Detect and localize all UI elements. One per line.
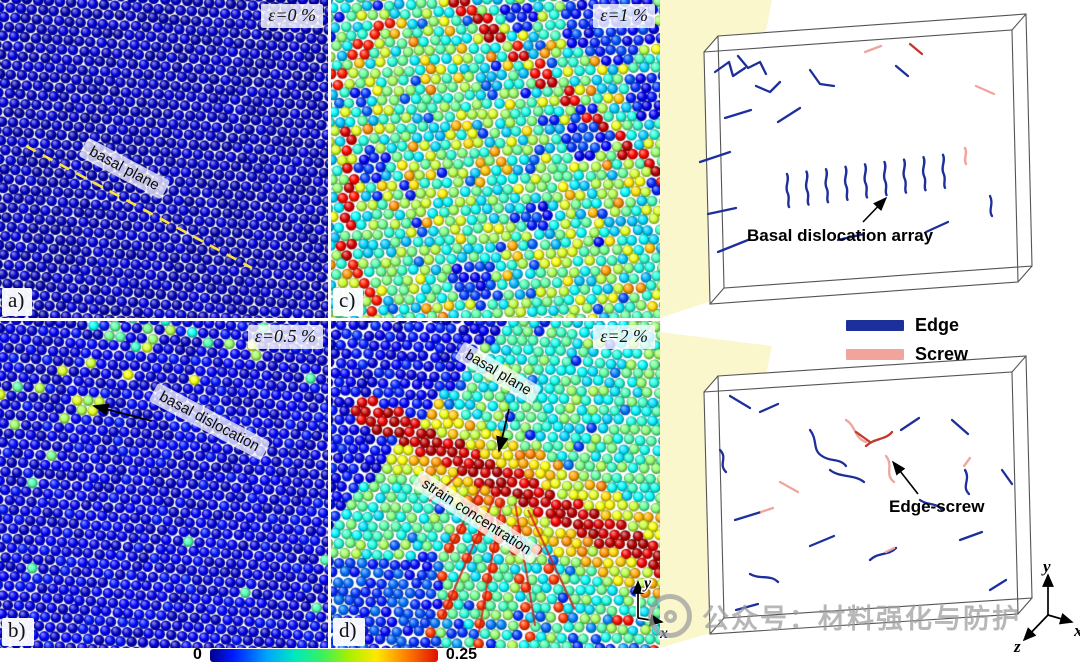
panel-letter: d)	[333, 618, 365, 646]
box-top-fill	[704, 14, 1032, 304]
dislocation-lines-bottom	[718, 394, 1014, 612]
z-axis-arrow	[1022, 614, 1049, 642]
annotation-basal-dislocation-array: Basal dislocation array	[747, 226, 934, 245]
basal-array-arrow	[862, 196, 888, 223]
panel-c-snapshot: ε=1 % c)	[331, 0, 660, 318]
panel-letter: b)	[2, 618, 34, 646]
panel-a-snapshot: basal plane ε=0 % a)	[0, 0, 328, 318]
colorbar-max-label: 0.25	[445, 646, 478, 663]
legend-item-screw: Screw	[846, 344, 968, 365]
panel-letter: a)	[2, 288, 33, 316]
box-top-wireframe	[703, 13, 1033, 305]
x-axis-label: x	[659, 625, 668, 642]
simulation-box-top	[698, 13, 1033, 305]
colorbar: 0 0.25	[193, 646, 478, 663]
z-axis-label: z	[1013, 637, 1021, 656]
dislocation-lines-top	[698, 42, 996, 254]
panel-b-snapshot: basal dislocation ε=0.5 % b)	[0, 321, 328, 648]
x-axis-arrow	[1047, 612, 1074, 625]
box-bottom-wireframe	[703, 355, 1033, 635]
colorbar-min-label: 0	[193, 646, 202, 663]
dislocation-legend: Edge Screw	[846, 315, 968, 365]
axes-xy: y x	[632, 574, 670, 644]
strain-label: ε=0.5 %	[247, 325, 323, 349]
legend-label-edge: Edge	[915, 315, 960, 335]
legend-swatch-edge	[846, 320, 904, 331]
annotation-edge-screw: Edge-screw	[889, 497, 985, 516]
strain-label: ε=2 %	[593, 325, 655, 349]
strain-label: ε=1 %	[593, 4, 655, 28]
legend-swatch-screw	[846, 349, 904, 360]
edge-screw-arrow	[892, 460, 919, 495]
legend-label-screw: Screw	[915, 344, 969, 364]
axes-xyz: y x z	[1013, 560, 1080, 656]
y-axis-label: y	[642, 575, 652, 592]
simulation-box-bottom	[703, 355, 1033, 635]
panel-letter: c)	[333, 288, 364, 316]
dislocation-view	[660, 0, 1033, 648]
panel-d-snapshot: basal plane strain concentration ε=2 % d…	[331, 321, 660, 648]
strain-label: ε=0 %	[261, 4, 323, 28]
colorbar-gradient	[209, 648, 438, 662]
box-bottom-fill	[704, 356, 1032, 634]
y-axis-label: y	[1041, 560, 1051, 576]
legend-item-edge: Edge	[846, 315, 968, 336]
x-axis-label: x	[1073, 621, 1080, 640]
panel-a-atoms	[0, 0, 328, 318]
panel-b-atoms	[0, 321, 328, 648]
panel-c-atoms	[331, 0, 660, 318]
